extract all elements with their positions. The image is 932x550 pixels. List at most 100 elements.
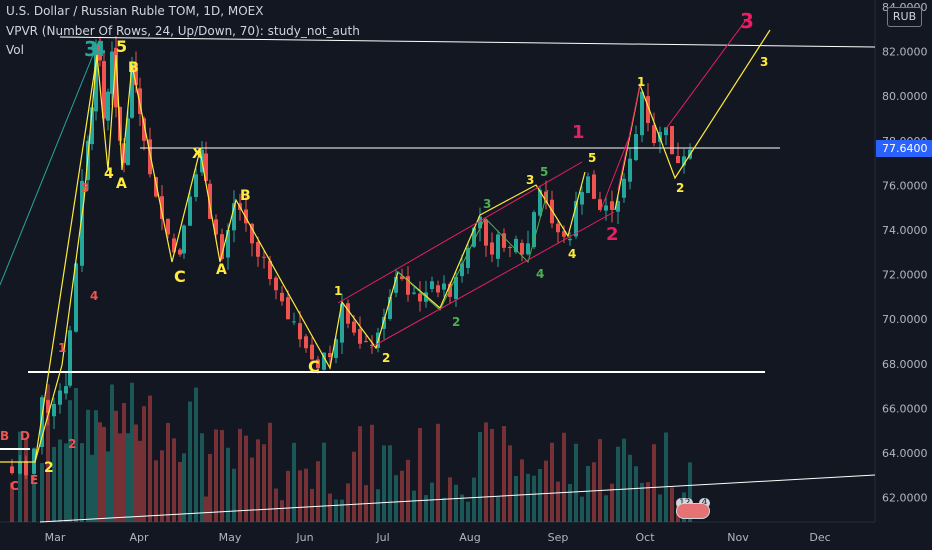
time-tick-label: Apr [129,531,149,544]
volume-bar [574,443,578,522]
candle-body [256,242,260,257]
candle-body [580,192,584,205]
wave-label: E [30,473,38,487]
time-tick-label: Oct [635,531,655,544]
volume-bar [634,466,638,522]
volume-bar [80,443,84,522]
volume-bar [610,483,614,522]
price-tick-label: 68.0000 [882,358,928,371]
time-tick-label: Aug [459,531,480,544]
volume-bar [64,443,68,522]
teal-wave-line [0,49,96,286]
volume-bar [298,470,302,522]
wave-label: 1 [58,341,66,355]
candle-body [382,316,386,329]
wave-label: B [0,429,9,443]
candle-body [94,44,98,112]
wave-label: D [20,429,30,443]
volume-bar [622,438,626,522]
volume-bar [586,465,590,522]
volume-bar [334,499,338,522]
candle-body [304,336,308,349]
time-tick-label: Jul [375,531,389,544]
volume-bar [52,446,56,522]
volume-bar [244,435,248,522]
candle-body [532,212,536,248]
currency-badge[interactable]: RUB [887,7,922,27]
volume-bar [118,433,122,522]
volume-bar [292,442,296,522]
candle-body [298,323,302,340]
last-price-badge-bg [876,140,932,157]
volume-bar [166,422,170,522]
candle-body [310,344,314,360]
candle-body [394,276,398,293]
volume-bar [424,495,428,522]
candle-body [430,281,434,289]
candle-body [172,238,176,253]
volume-bar [646,482,650,522]
candle-body [676,156,680,164]
trend-lines [0,36,876,523]
wave-label: X [192,146,203,162]
volume-bar [562,432,566,522]
candle-body [610,201,614,210]
wave-label: 2 [676,181,684,195]
volume-bar [376,489,380,522]
wave-label: C [308,357,320,376]
volume-bars [10,382,692,522]
volume-bar [274,488,278,522]
candle-body [148,139,152,175]
event-badges[interactable]: 12 4 [676,490,711,508]
volume-bar [388,445,392,522]
candle-body [358,329,362,344]
candle-body [526,243,530,255]
candle-body [208,183,212,219]
volume-bar [592,462,596,522]
time-tick-label: May [219,531,242,544]
volume-bar [556,481,560,522]
flag-icon[interactable] [676,503,710,519]
candle-body [182,225,186,254]
yellow-wave-major [34,54,586,463]
candle-body [352,321,356,333]
candle-body [652,125,656,144]
wave-label: 1 [334,284,342,298]
volume-bar [188,401,192,522]
volume-bar [58,439,62,522]
wave-label: 5 [588,151,596,165]
volume-bar [460,494,464,522]
volume-bar [160,450,164,522]
volume-bar [466,501,470,522]
candle-body [334,339,338,358]
last-price-label: 77.6400 [882,142,928,155]
candle-body [126,118,130,166]
volume-bar [346,483,350,522]
volume-bar [478,432,482,522]
volume-bar [232,468,236,522]
volume-bar [370,424,374,522]
candle-body [556,223,560,233]
volume-bar [142,406,146,522]
wave-label: C [10,479,19,493]
candle-body [102,61,106,119]
volume-bar [544,460,548,522]
volume-bar [32,483,36,522]
volume-bar [340,499,344,522]
candles [10,36,692,481]
candle-body [454,276,458,300]
volume-bar [102,426,106,522]
volume-bar [484,422,488,522]
volume-bar [688,462,692,522]
candle-body [244,209,248,224]
candle-body [188,196,192,226]
volume-bar [412,490,416,522]
price-tick-label: 80.0000 [882,90,928,103]
volume-bar [664,432,668,522]
candle-body [130,62,134,118]
candle-body [268,260,272,280]
price-tick-label: 66.0000 [882,402,928,415]
candle-body [634,134,638,161]
time-axis: Mar Apr May Jun Jul Aug Sep Oct Nov Dec [45,531,831,544]
